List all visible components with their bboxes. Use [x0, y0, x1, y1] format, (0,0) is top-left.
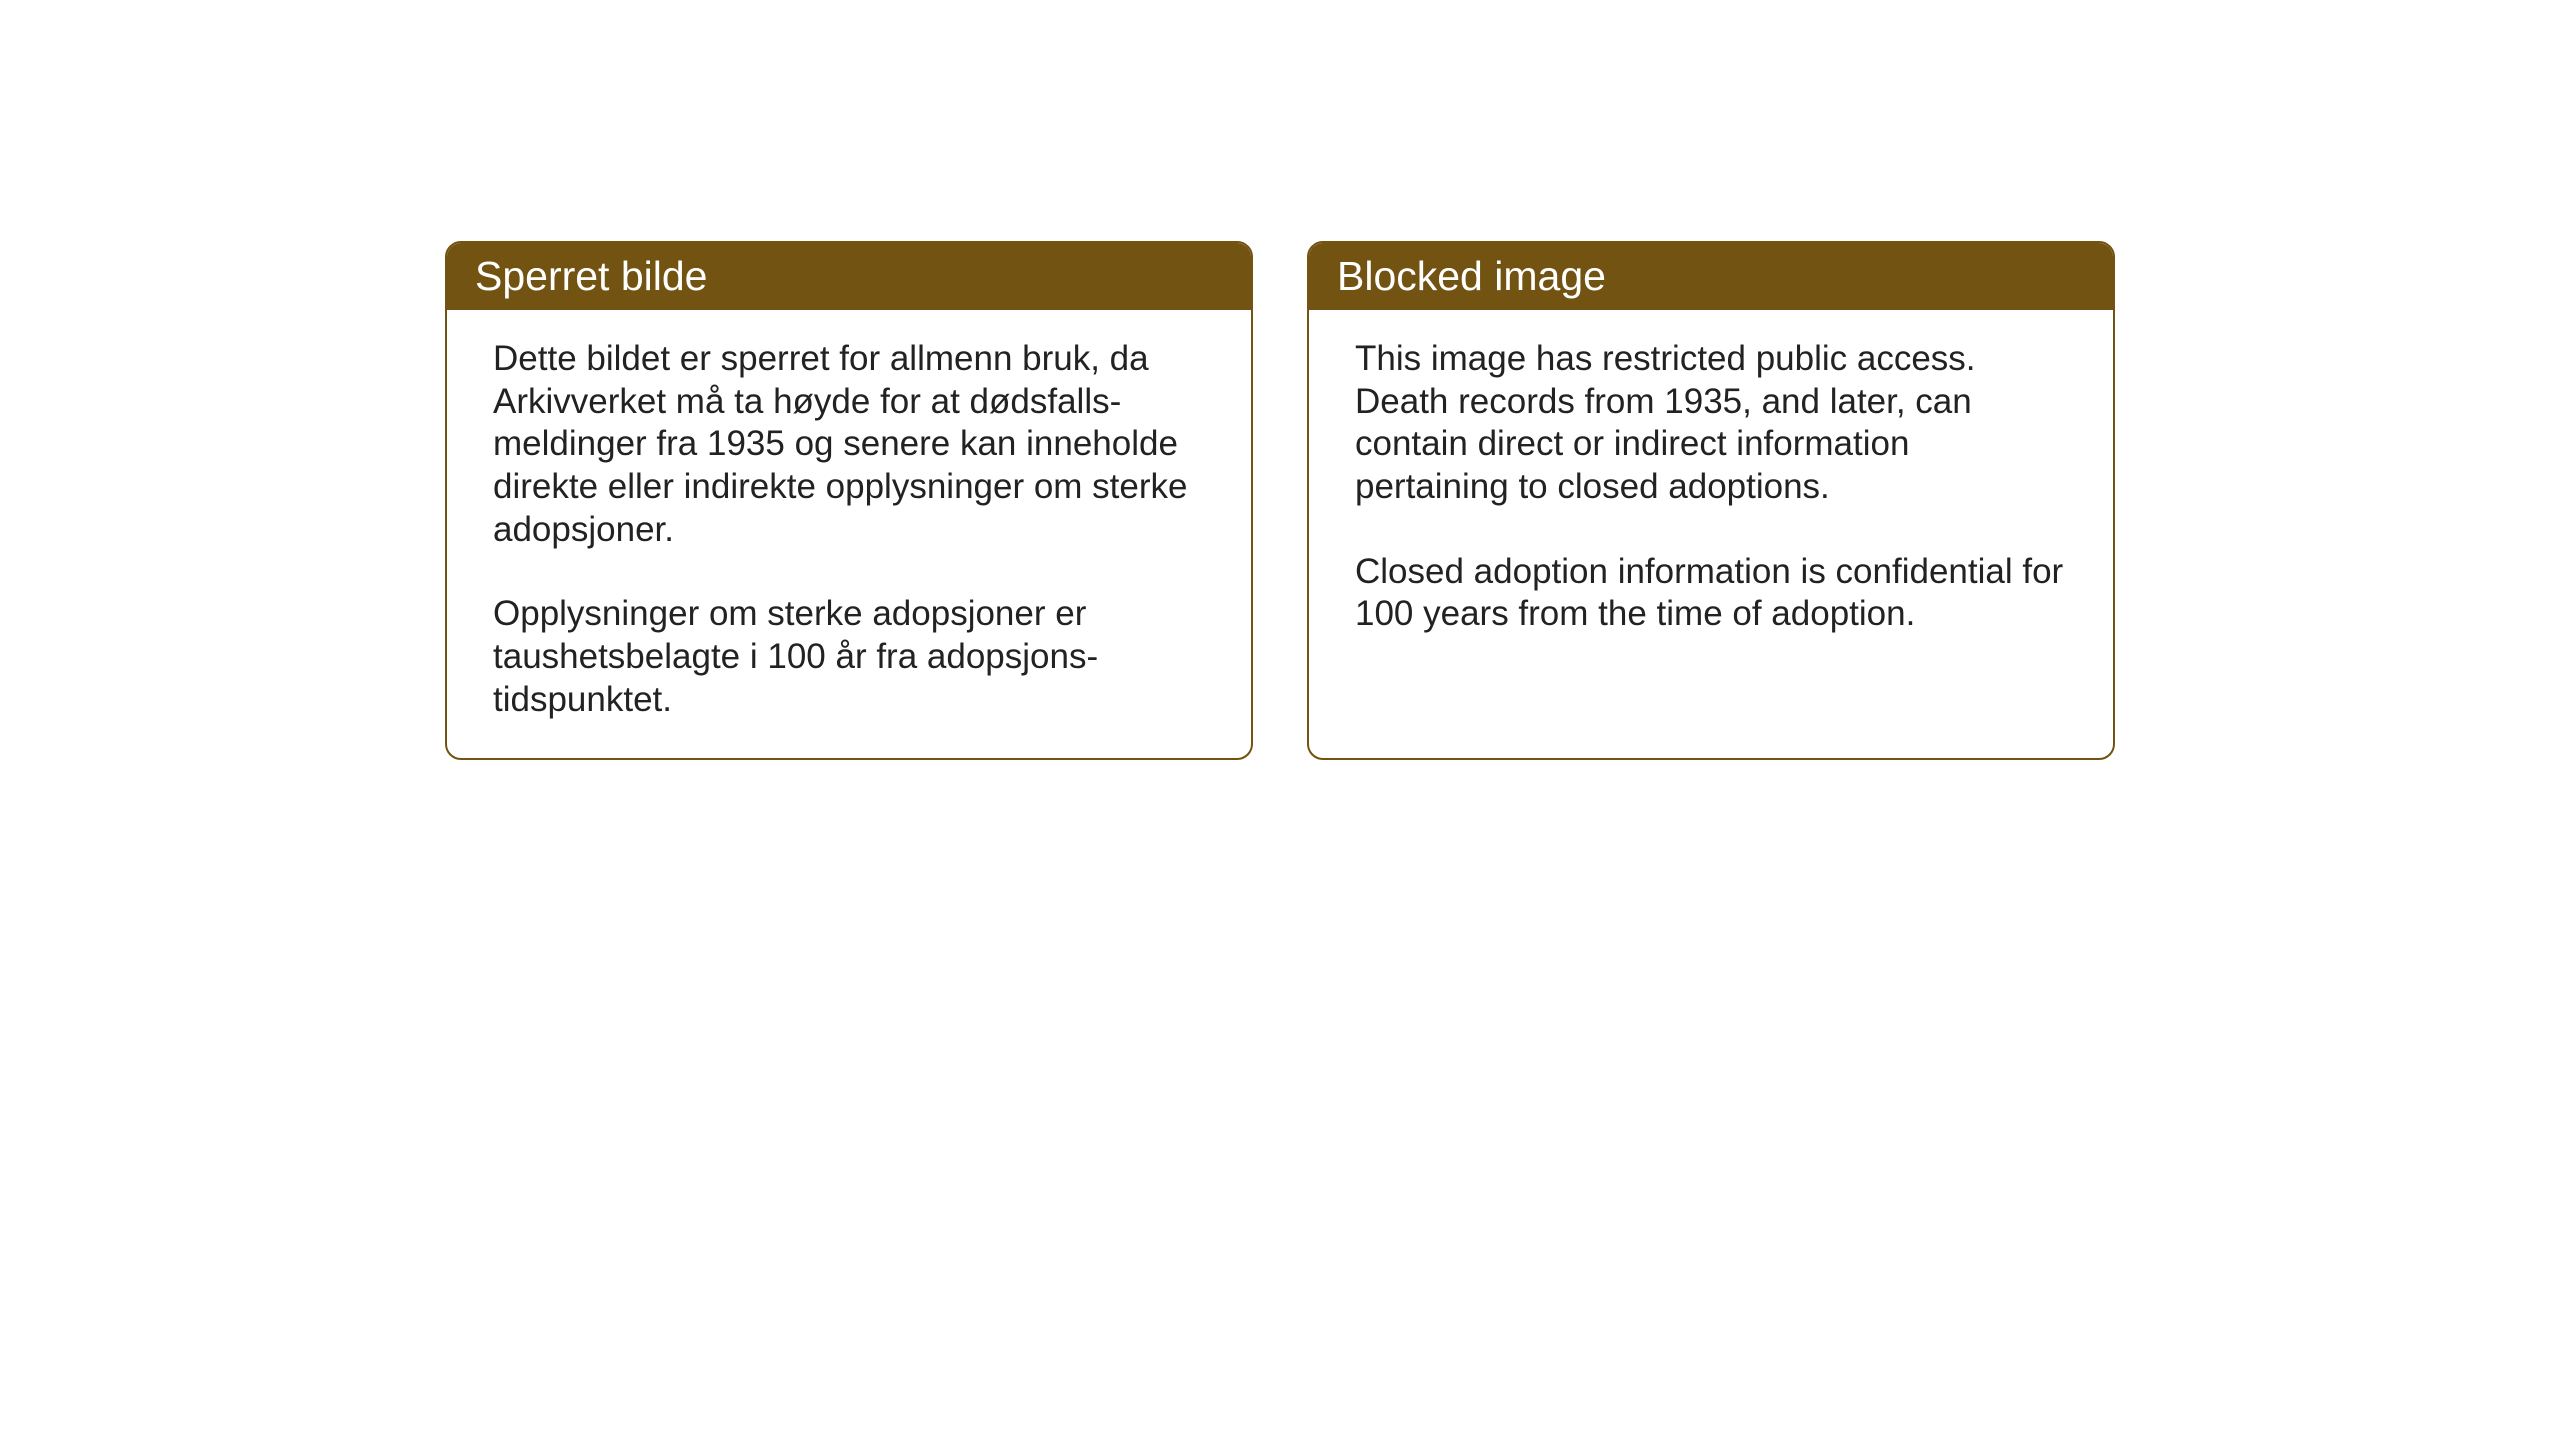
card-paragraph: Opplysninger om sterke adopsjoner er tau… — [493, 593, 1205, 721]
card-header: Sperret bilde — [447, 243, 1251, 310]
card-paragraph: Closed adoption information is confident… — [1355, 551, 2067, 636]
notice-card-english: Blocked image This image has restricted … — [1307, 241, 2115, 760]
card-title: Sperret bilde — [475, 253, 707, 299]
card-body: Dette bildet er sperret for allmenn bruk… — [447, 310, 1251, 758]
card-title: Blocked image — [1337, 253, 1606, 299]
card-paragraph: This image has restricted public access.… — [1355, 338, 2067, 509]
notice-card-norwegian: Sperret bilde Dette bildet er sperret fo… — [445, 241, 1253, 760]
card-header: Blocked image — [1309, 243, 2113, 310]
card-body: This image has restricted public access.… — [1309, 310, 2113, 672]
card-paragraph: Dette bildet er sperret for allmenn bruk… — [493, 338, 1205, 551]
notice-container: Sperret bilde Dette bildet er sperret fo… — [445, 241, 2115, 760]
